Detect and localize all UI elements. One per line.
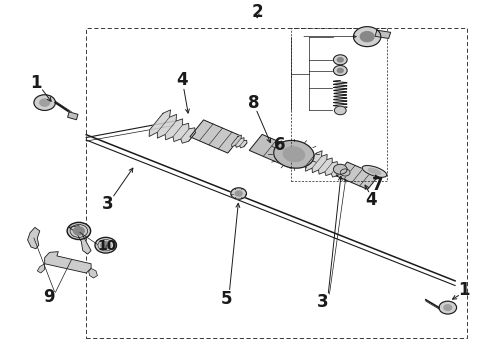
Circle shape bbox=[334, 106, 346, 115]
Circle shape bbox=[360, 32, 374, 42]
Circle shape bbox=[333, 164, 347, 174]
Circle shape bbox=[95, 237, 117, 253]
Text: 4: 4 bbox=[177, 72, 188, 90]
Ellipse shape bbox=[368, 168, 381, 174]
Circle shape bbox=[337, 58, 343, 62]
Polygon shape bbox=[375, 30, 391, 39]
Polygon shape bbox=[306, 151, 343, 177]
Circle shape bbox=[74, 227, 84, 235]
Polygon shape bbox=[336, 162, 379, 189]
Polygon shape bbox=[190, 120, 242, 153]
Circle shape bbox=[34, 95, 55, 111]
Text: 3: 3 bbox=[317, 293, 328, 311]
Polygon shape bbox=[45, 252, 91, 273]
Bar bbox=[292, 28, 387, 181]
Polygon shape bbox=[249, 134, 304, 168]
Circle shape bbox=[40, 99, 49, 106]
Polygon shape bbox=[149, 110, 196, 143]
Text: 5: 5 bbox=[220, 291, 232, 309]
Text: 2: 2 bbox=[251, 3, 263, 21]
Text: 10: 10 bbox=[98, 239, 117, 253]
Ellipse shape bbox=[362, 166, 387, 177]
Polygon shape bbox=[89, 269, 98, 278]
Text: 7: 7 bbox=[372, 176, 384, 194]
Circle shape bbox=[439, 301, 457, 314]
Polygon shape bbox=[69, 226, 91, 254]
Bar bbox=[86, 28, 467, 338]
Circle shape bbox=[444, 305, 452, 310]
Circle shape bbox=[337, 68, 343, 73]
Text: 8: 8 bbox=[248, 94, 260, 112]
Circle shape bbox=[353, 27, 381, 46]
Polygon shape bbox=[27, 228, 40, 249]
Text: 1: 1 bbox=[30, 74, 42, 92]
Text: 6: 6 bbox=[274, 136, 286, 154]
Circle shape bbox=[67, 222, 91, 239]
Circle shape bbox=[235, 191, 242, 196]
Ellipse shape bbox=[283, 147, 305, 162]
Polygon shape bbox=[68, 112, 78, 120]
Polygon shape bbox=[232, 135, 247, 148]
Text: 4: 4 bbox=[365, 190, 377, 208]
Circle shape bbox=[333, 55, 347, 65]
Text: 3: 3 bbox=[101, 195, 113, 213]
Circle shape bbox=[340, 169, 350, 176]
Circle shape bbox=[101, 242, 111, 249]
Circle shape bbox=[333, 66, 347, 76]
Text: 1: 1 bbox=[458, 281, 469, 299]
Circle shape bbox=[231, 188, 246, 199]
Polygon shape bbox=[37, 264, 45, 273]
Text: 9: 9 bbox=[43, 288, 54, 306]
Ellipse shape bbox=[274, 140, 314, 168]
